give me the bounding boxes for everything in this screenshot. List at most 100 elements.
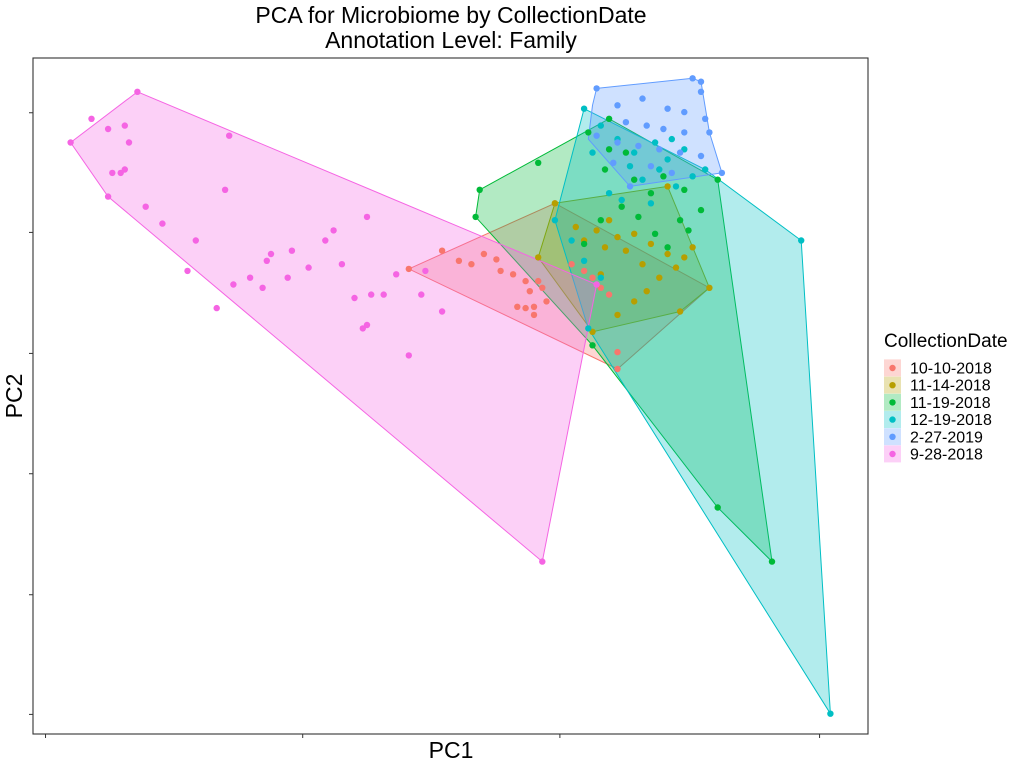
point-11-19-2018-10: [714, 176, 721, 183]
point-9-28-2018-11: [221, 186, 229, 193]
point-9-28-2018-40: [263, 257, 270, 264]
hull-12-19-2018: [554, 107, 831, 714]
point-10-10-2018-0: [405, 265, 412, 273]
point-10-10-2018-8: [522, 277, 529, 285]
y-axis-label: PC2: [1, 374, 27, 419]
point-11-19-2018-24: [714, 504, 721, 511]
point-2-27-2019-6: [664, 105, 671, 112]
axis-ticks: [29, 112, 821, 738]
point-12-19-2018-8: [626, 163, 634, 170]
hull-11-19-2018: [475, 118, 773, 564]
legend-label-11-14-2018: 11-14-2018: [910, 378, 991, 395]
point-12-19-2018-1: [597, 122, 604, 129]
point-9-28-2018-23: [338, 261, 346, 268]
point-10-10-2018-9: [526, 288, 533, 295]
point-2-27-2019-13: [706, 129, 713, 136]
legend-label-12-19-2018: 12-19-2018: [910, 412, 992, 429]
point-11-19-2018-13: [635, 213, 642, 221]
point-11-14-2018-11: [656, 274, 663, 281]
point-11-19-2018-21: [472, 213, 479, 221]
point-11-19-2018-4: [622, 149, 630, 156]
point-2-27-2019-4: [639, 95, 646, 102]
legend-dot-11-14-2018: [889, 382, 896, 389]
point-10-10-2018-16: [568, 261, 575, 268]
point-11-19-2018-12: [618, 203, 625, 210]
point-9-28-2018-17: [284, 274, 291, 281]
point-11-14-2018-16: [664, 183, 671, 190]
point-11-19-2018-11: [676, 217, 684, 224]
chart-subtitle: Annotation Level: Family: [325, 27, 577, 53]
point-11-14-2018-22: [535, 254, 542, 261]
point-11-14-2018-13: [672, 264, 680, 271]
point-9-28-2018-29: [418, 291, 425, 298]
point-9-28-2018-16: [259, 284, 266, 291]
point-10-10-2018-22: [614, 365, 621, 373]
point-9-28-2018-3: [104, 125, 112, 133]
point-10-10-2018-1: [438, 247, 446, 254]
point-10-10-2018-5: [493, 256, 500, 263]
point-9-28-2018-38: [380, 291, 387, 298]
point-9-28-2018-0: [134, 88, 141, 96]
point-11-14-2018-14: [681, 254, 688, 261]
point-11-14-2018-24: [643, 288, 650, 295]
point-12-19-2018-13: [605, 190, 613, 197]
point-11-14-2018-17: [706, 284, 713, 291]
legend-title: CollectionDate: [884, 331, 1008, 352]
point-11-19-2018-16: [685, 227, 692, 234]
legend-label-9-28-2018: 9-28-2018: [910, 447, 983, 464]
point-10-10-2018-24: [530, 311, 538, 319]
point-9-28-2018-33: [363, 321, 371, 329]
point-12-19-2018-24: [668, 135, 675, 143]
point-2-27-2019-18: [676, 149, 684, 156]
point-9-28-2018-39: [142, 203, 149, 210]
point-11-14-2018-10: [647, 240, 655, 248]
plot-panel: [32, 57, 869, 735]
point-9-28-2018-34: [539, 558, 546, 565]
point-2-27-2019-5: [614, 102, 621, 109]
point-9-28-2018-8: [121, 166, 128, 173]
point-10-10-2018-12: [514, 303, 521, 310]
point-11-14-2018-9: [639, 261, 646, 268]
point-2-27-2019-11: [660, 125, 667, 133]
point-10-10-2018-4: [480, 250, 488, 258]
point-12-19-2018-16: [580, 257, 588, 264]
point-2-27-2019-23: [718, 169, 726, 177]
point-11-19-2018-15: [664, 244, 671, 251]
point-11-14-2018-12: [664, 250, 671, 258]
point-11-19-2018-17: [597, 217, 604, 224]
point-9-28-2018-36: [246, 274, 254, 281]
point-12-19-2018-0: [580, 105, 588, 112]
point-9-28-2018-5: [125, 139, 133, 146]
point-9-28-2018-1: [67, 139, 74, 146]
point-2-27-2019-12: [681, 129, 688, 136]
point-11-19-2018-6: [647, 190, 655, 197]
legend-label-2-27-2019: 2-27-2019: [910, 429, 983, 446]
hull-9-28-2018: [69, 91, 598, 563]
point-9-28-2018-20: [305, 264, 312, 271]
point-10-10-2018-15: [543, 298, 550, 305]
point-9-28-2018-37: [422, 267, 429, 275]
point-9-28-2018-15: [230, 281, 237, 288]
point-11-14-2018-4: [601, 244, 609, 251]
hull-layer: [69, 77, 831, 714]
point-11-14-2018-7: [622, 247, 630, 254]
point-2-27-2019-0: [593, 85, 600, 92]
point-12-19-2018-4: [651, 139, 659, 146]
point-12-19-2018-19: [798, 237, 805, 244]
point-2-27-2019-7: [681, 108, 688, 116]
point-11-14-2018-18: [676, 308, 684, 315]
point-9-28-2018-31: [405, 352, 412, 359]
point-11-19-2018-8: [681, 186, 688, 193]
legend-dot-12-19-2018: [889, 416, 896, 423]
legend-dot-9-28-2018: [889, 450, 896, 458]
point-12-19-2018-17: [597, 274, 604, 281]
point-2-27-2019-3: [697, 88, 705, 96]
point-10-10-2018-3: [468, 261, 475, 268]
point-10-10-2018-10: [535, 277, 542, 285]
point-9-28-2018-9: [104, 193, 112, 200]
point-11-19-2018-19: [535, 159, 542, 166]
legend-label-11-19-2018: 11-19-2018: [910, 395, 991, 412]
point-2-27-2019-24: [626, 183, 634, 190]
legend-dot-10-10-2018: [889, 364, 896, 372]
point-9-28-2018-24: [363, 213, 371, 221]
